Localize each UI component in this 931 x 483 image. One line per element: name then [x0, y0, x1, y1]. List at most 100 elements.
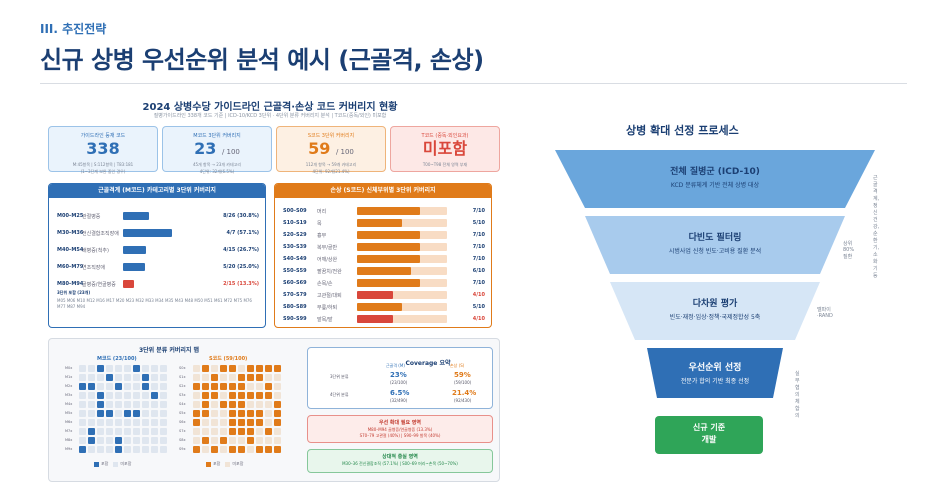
map-cell [133, 383, 140, 390]
map-cell [142, 401, 149, 408]
map-cell [220, 446, 227, 453]
map-cell [220, 410, 227, 417]
funnel-stage-4-shape [647, 348, 783, 398]
map-cell [274, 437, 281, 444]
map-cell [247, 410, 254, 417]
map-cell [97, 428, 104, 435]
funnel-stage-2-shape [585, 216, 845, 274]
map-cell [193, 365, 200, 372]
map-cell [97, 446, 104, 453]
map-cell [88, 446, 95, 453]
map-cell [238, 392, 245, 399]
bar-track [357, 243, 447, 251]
bar-fill [357, 255, 420, 263]
map-cell [265, 428, 272, 435]
map-cell [202, 410, 209, 417]
stat-card-head: M코드 3단위 커버리지 [193, 133, 241, 139]
map-row-label: M8x [65, 438, 73, 442]
map-cell [238, 383, 245, 390]
map-cell [256, 446, 263, 453]
map-cell [229, 383, 236, 390]
map-cell [211, 437, 218, 444]
map-row-label: S7x [179, 429, 186, 433]
map-cell [274, 383, 281, 390]
map-cell [265, 365, 272, 372]
map-cell [97, 401, 104, 408]
map-cell [115, 392, 122, 399]
code-category: 배병증(척추) [82, 248, 109, 254]
map-cell [88, 365, 95, 372]
stat-card-note2: (1~3단계 보완 중인 경우) [80, 169, 126, 174]
map-cell [142, 383, 149, 390]
map-cell [238, 428, 245, 435]
stage-desc: 시범사업 신청 빈도·고비용 질환 분석 [668, 248, 762, 255]
map-cell [124, 392, 131, 399]
coverage-value: 7/10 [472, 256, 485, 262]
map-cell [256, 419, 263, 426]
map-cell [79, 392, 86, 399]
stat-card-head: 가이드라인 등재 코드 [80, 133, 126, 139]
stat-card-note2: 4단위: 32개(6.5%) [199, 169, 235, 174]
map-cell [133, 437, 140, 444]
m-code-panel: 근골격계 (M코드) 카테고리별 3단위 커버리지 3단위 포함 (23개) M… [48, 183, 266, 328]
page-title: 신규 상병 우선순위 분석 예시 (근골격, 손상) [40, 46, 484, 74]
map-cell [202, 437, 209, 444]
infographic-title: 2024 상병수당 가이드라인 근골격·손상 코드 커버리지 현황 [142, 102, 398, 113]
map-cell [211, 383, 218, 390]
map-cell [193, 419, 200, 426]
stat-card-value: 23 / 100 [163, 141, 271, 160]
map-cell [124, 419, 131, 426]
coverage-value: 4/7 (57.1%) [226, 230, 259, 236]
code-category: 손목/손 [317, 281, 333, 287]
coverage-bar-row: S90–S99 발목/발 4/10 [275, 314, 491, 324]
code-range: S10–S19 [283, 220, 307, 226]
m3-value: 23% [390, 371, 407, 379]
map-cell [97, 392, 104, 399]
strong-area-box: 상대적 충실 영역 M30–36 전신결합조직 (57.1%) | S00–69… [307, 449, 493, 473]
coverage-bar-row: S40–S49 어깨/상완 7/10 [275, 254, 491, 264]
stat-card-value: 338 [49, 141, 157, 160]
code-category: 흉부 [317, 233, 327, 239]
map-cell [202, 383, 209, 390]
map-cell [79, 383, 86, 390]
code-category: 관절병증 [82, 214, 101, 220]
coverage-value: 7/10 [472, 208, 485, 214]
code-category: 복부/골반 [317, 245, 338, 251]
map-cell [211, 392, 218, 399]
coverage-bar-row: S80–S89 무릎/하퇴 5/10 [275, 302, 491, 312]
map-cell [229, 437, 236, 444]
map-cell [106, 401, 113, 408]
coverage-bar-row: S70–S79 고관절/대퇴 4/10 [275, 290, 491, 300]
code-range: M00–M25 [57, 213, 84, 219]
map-cell [238, 437, 245, 444]
map-cell [124, 437, 131, 444]
coverage-bar-row: S30–S39 복부/골반 7/10 [275, 242, 491, 252]
map-row-label: M6x [65, 420, 73, 424]
map-cell [256, 428, 263, 435]
bar-track [123, 212, 209, 220]
row-4-label: 4단위 분류 [330, 392, 349, 397]
stage-side-note: 근골격계, 정신건강, 순환기, 소화기 등 [873, 175, 880, 279]
new-criteria-box: 신규 기준 개발 [655, 416, 763, 454]
m3-note: (23/100) [390, 380, 408, 385]
code-range: S30–S39 [283, 244, 307, 250]
map-cell [238, 374, 245, 381]
map-cell [202, 428, 209, 435]
map-cell [247, 374, 254, 381]
map-cell [229, 419, 236, 426]
funnel-stage: 다차원 평가 빈도·재정·임상·정책·국제정합성 5축 [635, 296, 795, 321]
code-range: S50–S59 [283, 268, 307, 274]
coverage-infographic: 2024 상병수당 가이드라인 근골격·손상 코드 커버리지 현황 질병가이드라… [40, 92, 500, 482]
funnel-stage: 우선순위 선정 전문가 합의 기반 최종 선정 [657, 360, 773, 385]
map-cell [274, 401, 281, 408]
map-cell [88, 383, 95, 390]
map-cell [160, 365, 167, 372]
coverage-value: 5/10 [472, 220, 485, 226]
m-panel-header: 근골격계 (M코드) 카테고리별 3단위 커버리지 [49, 184, 265, 198]
map-cell [256, 401, 263, 408]
bar-fill [123, 246, 146, 254]
map-cell [265, 446, 272, 453]
bar-track [357, 219, 447, 227]
map-cell [115, 428, 122, 435]
code-category: 목 [317, 221, 322, 227]
